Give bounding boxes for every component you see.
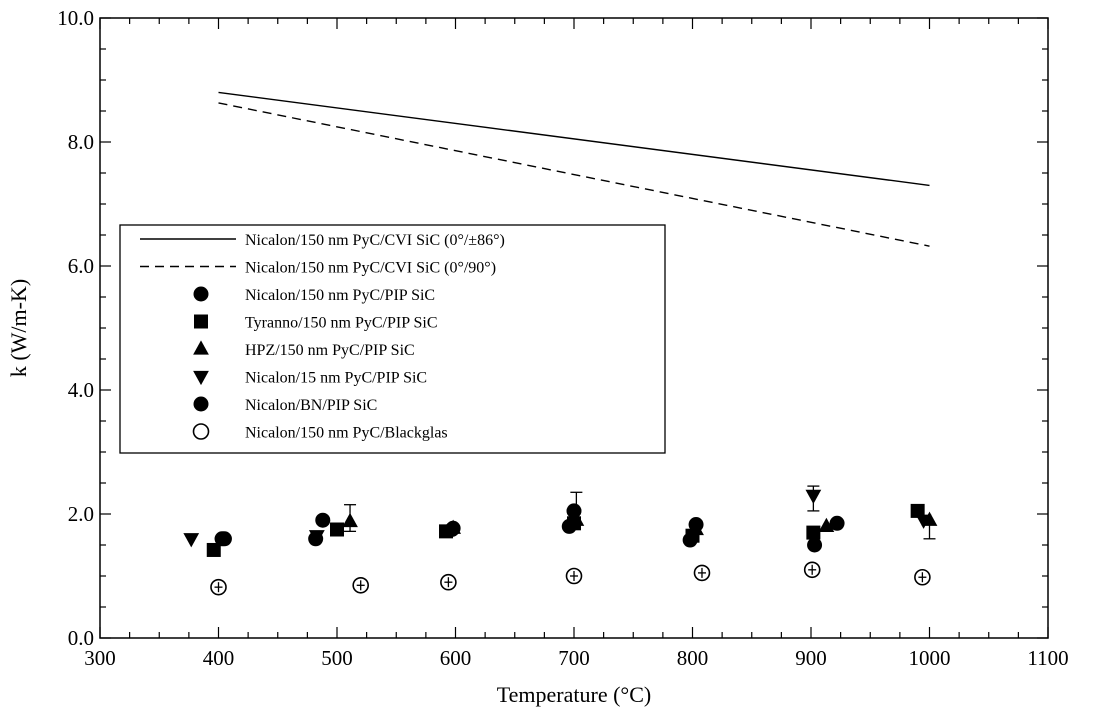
series-line-0: [218, 91, 930, 187]
y-tick-label: 8.0: [68, 130, 94, 154]
x-axis-label: Temperature (°C): [497, 682, 651, 707]
tick-labels: 300 400 500 600 700 800 900 1000 1100 0.0 2.0 4.0 6.…: [57, 6, 1068, 670]
data-point: [315, 512, 331, 528]
data-point: [829, 515, 845, 531]
data-point: [805, 489, 822, 505]
series-line-1: [218, 102, 930, 247]
y-tick-label: 6.0: [68, 254, 94, 278]
plot-frame: [99, 17, 1049, 639]
y-tick-label: 10.0: [57, 6, 94, 30]
legend-marker-5: [193, 370, 209, 386]
data-point: [206, 542, 221, 557]
legend-marker-7: [192, 423, 210, 440]
data-point: [444, 522, 460, 537]
data-point: [308, 531, 324, 547]
legend-marker-2: [193, 286, 209, 302]
legend-marker-4: [193, 340, 209, 355]
data-markers: [183, 485, 938, 596]
x-tick-label: 500: [321, 646, 353, 670]
data-point: [183, 533, 200, 548]
legend: Nicalon/150 nm PyC/CVI SiC (0°/±86°) Nica…: [119, 224, 666, 454]
y-tick-label: 4.0: [68, 378, 94, 402]
y-tick-label: 0.0: [68, 626, 94, 650]
data-point: [561, 518, 577, 534]
data-point: [915, 514, 932, 529]
legend-label: Nicalon/150 nm PyC/CVI SiC (0°/±86°): [245, 232, 505, 249]
x-tick-label: 800: [677, 646, 709, 670]
data-point: [910, 503, 925, 518]
legend-marker-3: [194, 314, 208, 329]
data-point: [214, 531, 230, 547]
legend-label: Nicalon/150 nm PyC/CVI SiC (0°/90°): [245, 260, 496, 277]
series-lines: [218, 91, 930, 247]
legend-label: HPZ/150 nm PyC/PIP SiC: [245, 342, 415, 359]
legend-label: Nicalon/150 nm PyC/Blackglas: [245, 425, 448, 442]
x-tick-label: 300: [84, 646, 116, 670]
legend-box: [119, 224, 666, 454]
x-tick-label: 900: [795, 646, 827, 670]
legend-label: Nicalon/150 nm PyC/PIP SiC: [245, 287, 435, 304]
legend-label: Tyranno/150 nm PyC/PIP SiC: [245, 315, 438, 332]
tick-marks: [99, 17, 1049, 639]
x-tick-label: 600: [440, 646, 472, 670]
legend-label: Nicalon/15 nm PyC/PIP SiC: [245, 370, 427, 387]
y-tick-label: 2.0: [68, 502, 94, 526]
x-tick-label: 1000: [909, 646, 951, 670]
data-point: [806, 525, 821, 540]
data-point: [330, 522, 344, 537]
data-point: [342, 512, 358, 528]
data-point: [807, 537, 823, 553]
data-point: [682, 532, 698, 548]
legend-marker-6: [193, 396, 209, 412]
x-tick-label: 400: [203, 646, 235, 670]
x-tick-label: 1100: [1027, 646, 1068, 670]
x-tick-label: 700: [558, 646, 590, 670]
data-point: [818, 517, 835, 533]
y-axis-label: k (W/m-K): [6, 279, 31, 377]
data-point: [688, 520, 704, 536]
legend-label: Nicalon/BN/PIP SiC: [245, 397, 377, 414]
